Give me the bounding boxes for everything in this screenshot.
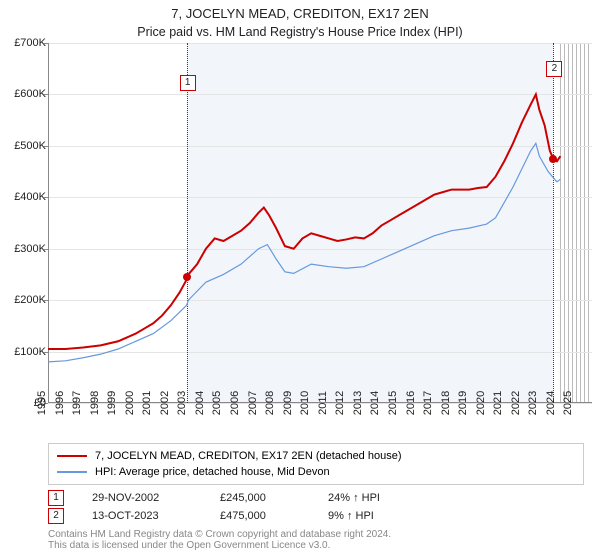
legend: 7, JOCELYN MEAD, CREDITON, EX17 2EN (det… <box>48 443 584 485</box>
x-tick-label: 2021 <box>492 391 504 415</box>
x-tick-label: 2009 <box>281 391 293 415</box>
legend-label-blue: HPI: Average price, detached house, Mid … <box>95 466 330 478</box>
transaction-marker: 1 <box>180 75 196 91</box>
x-tick-label: 1999 <box>106 391 118 415</box>
transaction-marker: 2 <box>546 61 562 77</box>
x-tick-label: 1998 <box>88 391 100 415</box>
transaction-price: £245,000 <box>220 492 300 504</box>
chart-subtitle: Price paid vs. HM Land Registry's House … <box>0 21 600 43</box>
x-tick-label: 2024 <box>545 391 557 415</box>
footer-line-1: Contains HM Land Registry data © Crown c… <box>48 529 584 540</box>
x-tick-label: 2022 <box>510 391 522 415</box>
transaction-number-box: 2 <box>48 508 64 524</box>
chart-title: 7, JOCELYN MEAD, CREDITON, EX17 2EN <box>0 0 600 21</box>
series-red <box>48 94 560 349</box>
legend-swatch-red <box>57 455 87 457</box>
x-tick-label: 2001 <box>141 391 153 415</box>
x-tick-label: 2002 <box>159 391 171 415</box>
transaction-delta: 9% ↑ HPI <box>328 510 374 522</box>
legend-swatch-blue <box>57 471 87 473</box>
y-tick-label: £700K <box>14 37 48 49</box>
x-tick-label: 1995 <box>36 391 48 415</box>
x-tick-label: 2010 <box>299 391 311 415</box>
x-tick-label: 2025 <box>562 391 574 415</box>
x-tick-label: 2008 <box>264 391 276 415</box>
x-tick-label: 2016 <box>404 391 416 415</box>
legend-item-red: 7, JOCELYN MEAD, CREDITON, EX17 2EN (det… <box>57 448 575 464</box>
y-tick-label: £200K <box>14 294 48 306</box>
footer: Contains HM Land Registry data © Crown c… <box>48 529 584 551</box>
transaction-date: 29-NOV-2002 <box>92 492 192 504</box>
x-tick-label: 2018 <box>439 391 451 415</box>
chart-plot-area: £0£100K£200K£300K£400K£500K£600K£700K12 <box>48 43 592 403</box>
x-tick-label: 2017 <box>422 391 434 415</box>
x-tick-label: 2014 <box>369 391 381 415</box>
x-tick-label: 2005 <box>211 391 223 415</box>
transactions-table: 1 29-NOV-2002 £245,000 24% ↑ HPI2 13-OCT… <box>48 489 584 525</box>
x-tick-label: 2000 <box>123 391 135 415</box>
x-tick-label: 2019 <box>457 391 469 415</box>
transaction-number-box: 1 <box>48 490 64 506</box>
y-tick-label: £600K <box>14 88 48 100</box>
x-tick-label: 2020 <box>474 391 486 415</box>
y-tick-label: £400K <box>14 191 48 203</box>
y-tick-label: £500K <box>14 140 48 152</box>
transaction-delta: 24% ↑ HPI <box>328 492 380 504</box>
x-tick-label: 2015 <box>387 391 399 415</box>
x-tick-label: 2012 <box>334 391 346 415</box>
x-tick-label: 1996 <box>53 391 65 415</box>
footer-line-2: This data is licensed under the Open Gov… <box>48 540 584 551</box>
x-tick-label: 2013 <box>352 391 364 415</box>
x-tick-label: 2007 <box>246 391 258 415</box>
transaction-dot <box>183 273 191 281</box>
x-tick-label: 1997 <box>71 391 83 415</box>
x-tick-label: 2023 <box>527 391 539 415</box>
series-blue <box>48 143 560 362</box>
x-tick-label: 2011 <box>317 391 329 415</box>
x-axis: 1995199619971998199920002001200220032004… <box>48 403 592 441</box>
legend-label-red: 7, JOCELYN MEAD, CREDITON, EX17 2EN (det… <box>95 450 402 462</box>
x-tick-label: 2003 <box>176 391 188 415</box>
transaction-price: £475,000 <box>220 510 300 522</box>
transaction-dot <box>549 155 557 163</box>
transaction-date: 13-OCT-2023 <box>92 510 192 522</box>
transaction-row: 2 13-OCT-2023 £475,000 9% ↑ HPI <box>48 507 584 525</box>
y-tick-label: £100K <box>14 346 48 358</box>
y-tick-label: £300K <box>14 243 48 255</box>
legend-item-blue: HPI: Average price, detached house, Mid … <box>57 464 575 480</box>
x-tick-label: 2006 <box>229 391 241 415</box>
x-tick-label: 2004 <box>194 391 206 415</box>
transaction-row: 1 29-NOV-2002 £245,000 24% ↑ HPI <box>48 489 584 507</box>
